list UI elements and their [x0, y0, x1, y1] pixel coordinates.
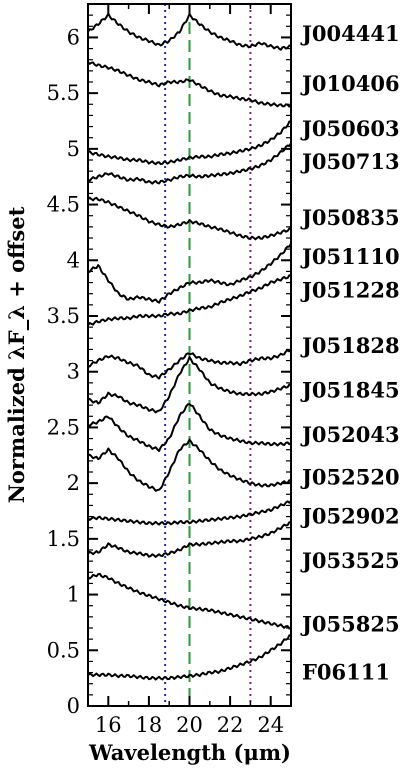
series-line-9 — [87, 356, 292, 414]
y-tick-label: 0.5 — [47, 638, 80, 662]
series-line-3 — [87, 120, 292, 166]
series-line-4 — [87, 142, 292, 185]
series-label: J004441 — [300, 21, 400, 46]
series-line-12 — [87, 500, 292, 526]
series-line-11 — [87, 438, 292, 492]
spectra-series — [87, 12, 292, 681]
series-label: J010406 — [300, 71, 400, 96]
series-line-15 — [87, 633, 292, 681]
y-tick-label: 3.5 — [47, 304, 80, 328]
series-line-6 — [87, 243, 292, 304]
series-line-14 — [87, 572, 292, 630]
series-label: J050603 — [300, 116, 400, 141]
y-tick-label: 2 — [67, 471, 80, 495]
series-label: J052043 — [300, 422, 400, 447]
x-tick-label: 24 — [257, 713, 284, 737]
series-labels: J004441 J010406 J050603 J050713 J050835 J0511… — [300, 21, 400, 684]
series-label: J051828 — [300, 333, 400, 358]
y-tick-label: 0 — [67, 694, 80, 718]
series-line-7 — [87, 274, 292, 326]
series-label: J051110 — [300, 244, 400, 269]
series-label: J050835 — [300, 205, 400, 230]
y-tick-label: 1 — [67, 583, 80, 607]
series-line-10 — [87, 403, 292, 452]
axis-ticks: 16 18 20 22 24 0 0.5 1 1.5 2 2.5 3 3.5 4 4.5 5 5.5 6 — [47, 4, 292, 737]
series-label: J052520 — [300, 465, 400, 490]
x-axis-title: Wavelength (μm) — [88, 740, 291, 765]
y-tick-label: 2.5 — [47, 415, 80, 439]
x-tick-label: 18 — [136, 713, 163, 737]
series-label: J052902 — [300, 504, 400, 529]
series-line-13 — [87, 521, 292, 558]
series-label: F06111 — [302, 660, 390, 685]
y-tick-label: 1.5 — [47, 527, 80, 551]
y-tick-label: 5 — [67, 137, 80, 161]
y-tick-label: 4 — [67, 248, 80, 272]
series-line-2 — [87, 61, 292, 108]
series-label: J051228 — [300, 277, 400, 302]
series-label: J050713 — [300, 149, 400, 174]
series-line-8 — [87, 348, 292, 380]
y-tick-label: 6 — [67, 25, 80, 49]
series-label: J051845 — [300, 378, 400, 403]
reference-lines — [164, 4, 252, 706]
x-tick-label: 22 — [217, 713, 244, 737]
y-axis-title: Normalized λF_λ + offset — [4, 206, 29, 503]
series-label: J053525 — [300, 548, 400, 573]
x-tick-label: 16 — [95, 713, 122, 737]
y-tick-label: 3 — [67, 360, 80, 384]
series-line-5 — [87, 196, 292, 241]
y-tick-label: 4.5 — [47, 193, 80, 217]
series-label: J055825 — [300, 612, 400, 637]
x-tick-label: 20 — [176, 713, 203, 737]
y-tick-label: 5.5 — [47, 81, 80, 105]
